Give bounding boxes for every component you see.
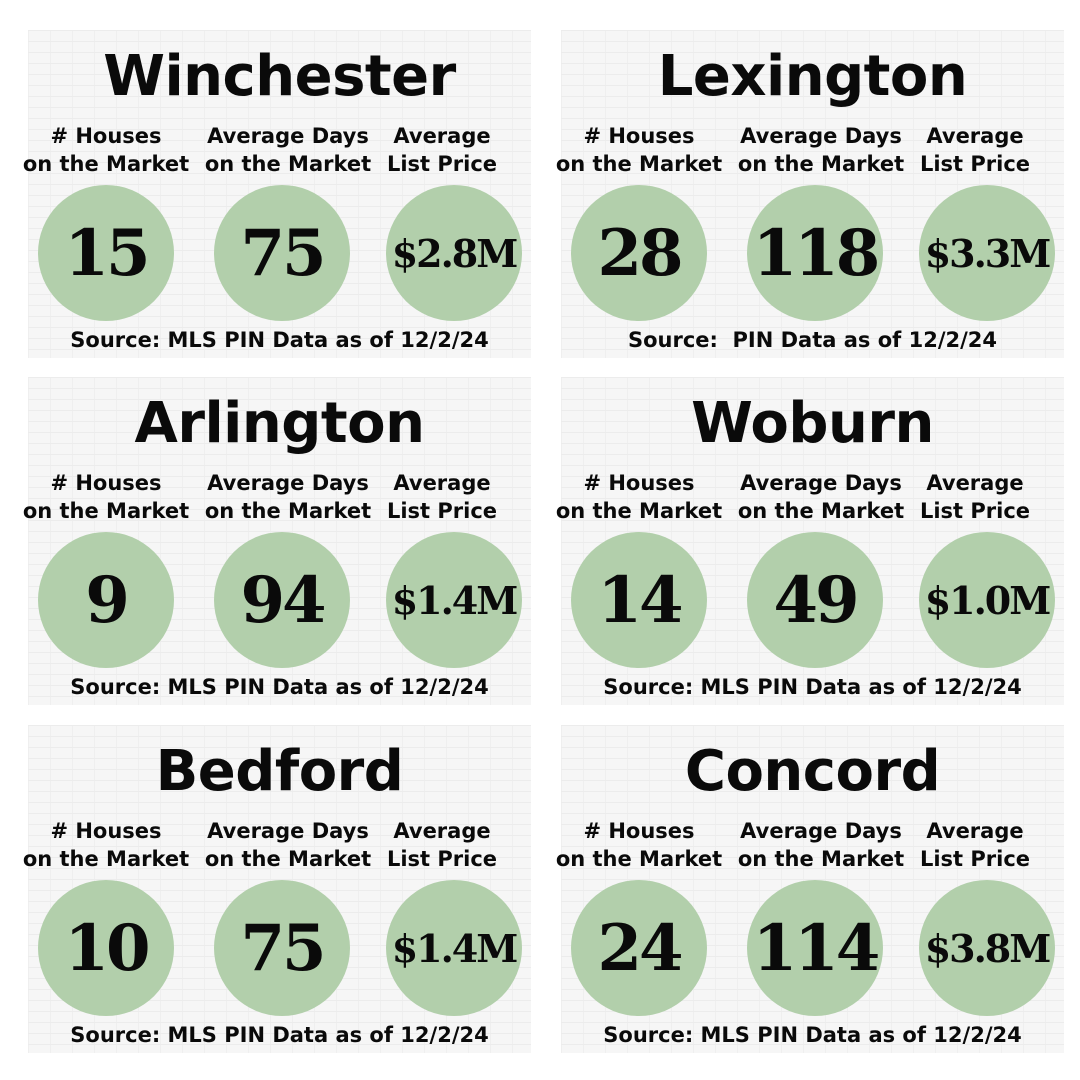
town-name: Arlington bbox=[134, 391, 425, 456]
houses-label: # Houses on the Market bbox=[22, 471, 190, 523]
town-panel-lexington: Lexington # Houses on the Market Average … bbox=[556, 30, 1064, 358]
days-count-bubble: 114 bbox=[747, 880, 883, 1016]
town-panel-woburn: Woburn # Houses on the Market Average Day… bbox=[556, 377, 1064, 705]
days-count-bubble: 118 bbox=[747, 185, 883, 321]
price-bubble: $3.8M bbox=[919, 880, 1055, 1016]
houses-label: # Houses on the Market bbox=[22, 819, 190, 871]
source-note: Source: MLS PIN Data as of 12/2/24 bbox=[70, 1023, 489, 1047]
town-name: Woburn bbox=[691, 391, 934, 456]
price-label: Average List Price bbox=[386, 471, 498, 523]
town-name: Lexington bbox=[657, 44, 968, 109]
price-label: Average List Price bbox=[386, 819, 498, 871]
source-note: Source: MLS PIN Data as of 12/2/24 bbox=[70, 675, 489, 699]
source-note: Source: MLS PIN Data as of 12/2/24 bbox=[603, 1023, 1022, 1047]
source-note: Source: PIN Data as of 12/2/24 bbox=[627, 328, 998, 352]
days-label: Average Days on the Market bbox=[204, 124, 372, 176]
houses-label: # Houses on the Market bbox=[555, 471, 723, 523]
price-label: Average List Price bbox=[919, 819, 1031, 871]
price-bubble: $2.8M bbox=[386, 185, 522, 321]
price-label: Average List Price bbox=[919, 471, 1031, 523]
town-panel-bedford: Bedford # Houses on the Market Average Da… bbox=[23, 725, 531, 1053]
town-panel-concord: Concord # Houses on the Market Average Da… bbox=[556, 725, 1064, 1053]
days-label: Average Days on the Market bbox=[737, 471, 905, 523]
price-bubble: $1.4M bbox=[386, 880, 522, 1016]
houses-label: # Houses on the Market bbox=[555, 819, 723, 871]
houses-label: # Houses on the Market bbox=[22, 124, 190, 176]
price-label: Average List Price bbox=[919, 124, 1031, 176]
days-count-bubble: 75 bbox=[214, 880, 350, 1016]
price-label: Average List Price bbox=[386, 124, 498, 176]
days-count-bubble: 49 bbox=[747, 532, 883, 668]
price-bubble: $1.4M bbox=[386, 532, 522, 668]
town-panel-winchester: Winchester # Houses on the Market Average… bbox=[23, 30, 531, 358]
days-label: Average Days on the Market bbox=[737, 819, 905, 871]
days-label: Average Days on the Market bbox=[737, 124, 905, 176]
houses-count-bubble: 28 bbox=[571, 185, 707, 321]
houses-label: # Houses on the Market bbox=[555, 124, 723, 176]
town-panel-arlington: Arlington # Houses on the Market Average … bbox=[23, 377, 531, 705]
town-name: Winchester bbox=[103, 44, 456, 109]
days-label: Average Days on the Market bbox=[204, 471, 372, 523]
source-note: Source: MLS PIN Data as of 12/2/24 bbox=[70, 328, 489, 352]
houses-count-bubble: 9 bbox=[38, 532, 174, 668]
houses-count-bubble: 24 bbox=[571, 880, 707, 1016]
price-bubble: $3.3M bbox=[919, 185, 1055, 321]
houses-count-bubble: 10 bbox=[38, 880, 174, 1016]
days-count-bubble: 75 bbox=[214, 185, 350, 321]
houses-count-bubble: 15 bbox=[38, 185, 174, 321]
houses-count-bubble: 14 bbox=[571, 532, 707, 668]
days-label: Average Days on the Market bbox=[204, 819, 372, 871]
town-name: Bedford bbox=[155, 739, 404, 804]
source-note: Source: MLS PIN Data as of 12/2/24 bbox=[603, 675, 1022, 699]
days-count-bubble: 94 bbox=[214, 532, 350, 668]
town-name: Concord bbox=[684, 739, 941, 804]
price-bubble: $1.0M bbox=[919, 532, 1055, 668]
